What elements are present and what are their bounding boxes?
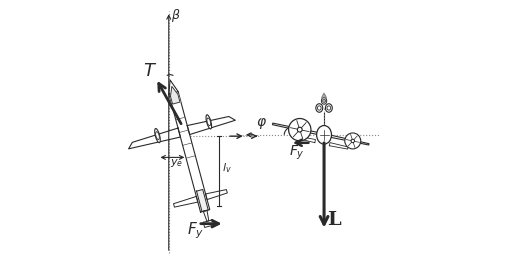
Polygon shape	[272, 123, 317, 134]
Text: $F_y$: $F_y$	[288, 144, 304, 163]
Polygon shape	[173, 197, 197, 207]
Ellipse shape	[288, 119, 310, 141]
Text: $l_v$: $l_v$	[221, 161, 231, 175]
Ellipse shape	[316, 125, 331, 144]
Polygon shape	[187, 116, 235, 135]
Ellipse shape	[350, 139, 354, 143]
Ellipse shape	[154, 128, 160, 143]
Ellipse shape	[155, 132, 159, 139]
Text: $y_e$: $y_e$	[169, 157, 183, 169]
Text: $\beta$: $\beta$	[171, 7, 181, 24]
Ellipse shape	[207, 118, 210, 126]
Ellipse shape	[325, 104, 332, 112]
Ellipse shape	[344, 133, 360, 149]
Ellipse shape	[322, 99, 325, 103]
Polygon shape	[168, 80, 178, 94]
Ellipse shape	[206, 115, 211, 129]
Text: $\varphi$: $\varphi$	[256, 116, 267, 131]
Text: L: L	[327, 211, 340, 229]
Polygon shape	[203, 210, 208, 221]
Polygon shape	[330, 135, 369, 145]
Ellipse shape	[317, 106, 321, 110]
Polygon shape	[329, 143, 348, 149]
Polygon shape	[294, 136, 315, 143]
Polygon shape	[168, 92, 209, 212]
Polygon shape	[170, 87, 180, 104]
Text: $T$: $T$	[143, 62, 156, 80]
Polygon shape	[203, 220, 213, 227]
Ellipse shape	[297, 127, 301, 132]
Polygon shape	[128, 128, 180, 149]
Ellipse shape	[321, 97, 326, 104]
Ellipse shape	[315, 104, 322, 112]
Text: $F_y$: $F_y$	[187, 220, 204, 241]
Polygon shape	[196, 190, 208, 212]
Polygon shape	[205, 190, 227, 200]
Ellipse shape	[326, 106, 330, 110]
